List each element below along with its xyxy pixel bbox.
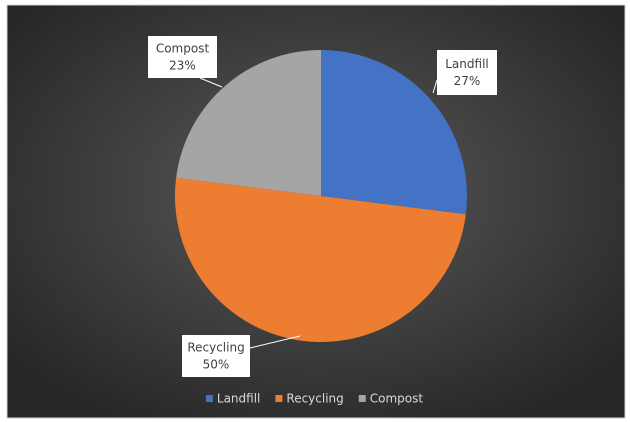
legend-label: Compost <box>370 392 424 406</box>
leader-line <box>432 79 438 94</box>
data-label-box <box>148 36 217 78</box>
data-label-value: 23% <box>169 59 196 73</box>
data-label-box <box>437 50 497 95</box>
legend-swatch <box>205 395 213 402</box>
data-label-box <box>182 335 250 377</box>
pie-slice <box>175 177 466 342</box>
leader-line <box>199 77 223 88</box>
pie-slice <box>321 50 467 215</box>
legend-swatch <box>275 395 283 402</box>
leader-line <box>249 335 301 349</box>
pie-slice <box>176 50 321 196</box>
legend-label: Landfill <box>217 392 261 406</box>
legend-label: Recycling <box>286 392 343 406</box>
data-label-value: 27% <box>454 74 481 88</box>
data-label-value: 50% <box>203 358 230 372</box>
data-label-name: Recycling <box>187 341 244 355</box>
data-label-name: Compost <box>156 42 210 56</box>
legend-swatch <box>358 395 366 402</box>
data-label-name: Landfill <box>445 57 489 71</box>
